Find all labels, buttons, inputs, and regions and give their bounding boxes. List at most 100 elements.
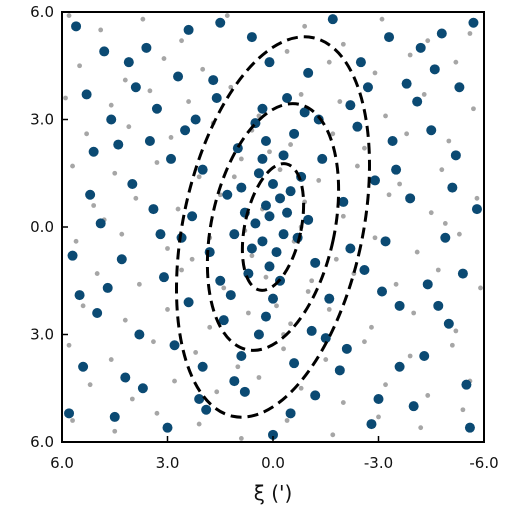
background-point-66 (372, 235, 378, 241)
background-point-9 (467, 31, 473, 36)
background-point-50 (133, 195, 139, 201)
background-point-40 (112, 170, 118, 176)
foreground-point-132 (197, 361, 208, 372)
background-point-116 (376, 414, 381, 420)
background-point-101 (172, 378, 177, 384)
background-point-54 (302, 199, 308, 205)
foreground-point-59 (246, 32, 257, 43)
background-point-83 (245, 310, 251, 316)
foreground-point-70 (141, 42, 152, 53)
foreground-point-8 (253, 168, 264, 179)
background-point-82 (207, 324, 213, 330)
foreground-point-130 (74, 290, 85, 301)
background-point-43 (238, 156, 244, 162)
background-point-20 (108, 102, 114, 108)
background-point-77 (435, 267, 441, 273)
background-point-106 (383, 382, 388, 388)
background-point-30 (126, 124, 132, 130)
background-point-119 (267, 149, 272, 155)
background-point-3 (179, 38, 184, 44)
foreground-point-83 (450, 150, 461, 161)
background-point-36 (362, 145, 367, 151)
foreground-point-32 (317, 153, 328, 164)
foreground-point-89 (461, 379, 472, 390)
background-point-84 (288, 321, 293, 327)
foreground-point-84 (92, 308, 103, 318)
foreground-point-133 (341, 343, 352, 354)
background-point-55 (340, 213, 346, 219)
background-point-11 (122, 77, 128, 83)
background-point-97 (407, 353, 413, 359)
background-point-65 (333, 256, 339, 262)
background-point-48 (439, 167, 445, 173)
background-point-112 (196, 421, 202, 427)
background-point-76 (393, 281, 399, 287)
foreground-point-31 (215, 275, 226, 286)
foreground-point-73 (422, 279, 433, 290)
foreground-point-87 (436, 28, 447, 39)
foreground-point-63 (394, 300, 405, 311)
foreground-point-80 (95, 218, 106, 229)
background-point-117 (418, 425, 424, 431)
foreground-point-27 (260, 311, 271, 322)
foreground-point-51 (369, 175, 380, 186)
foreground-point-128 (123, 57, 134, 68)
foreground-point-29 (222, 189, 233, 200)
background-point-93 (235, 364, 241, 370)
background-point-99 (87, 382, 93, 388)
foreground-point-104 (401, 78, 412, 89)
background-point-74 (305, 289, 311, 294)
foreground-point-4 (278, 229, 289, 240)
foreground-point-46 (359, 265, 370, 275)
background-point-60 (119, 231, 125, 237)
x-tick-label-2: 0.0 (261, 454, 285, 472)
background-point-39 (70, 163, 75, 169)
foreground-point-110 (454, 82, 465, 93)
y-tick-label-0: 6.0 (30, 3, 54, 21)
foreground-point-120 (85, 189, 96, 200)
background-point-100 (129, 396, 135, 402)
foreground-point-81 (440, 232, 451, 243)
foreground-point-60 (148, 204, 159, 215)
foreground-point-62 (151, 103, 162, 114)
contour-group (174, 35, 372, 419)
foreground-point-79 (327, 14, 338, 25)
foreground-point-77 (419, 351, 430, 361)
foreground-point-53 (334, 365, 345, 376)
y-tick-label-3: 3.0 (30, 326, 54, 344)
foreground-point-56 (380, 236, 391, 247)
foreground-point-112 (391, 164, 402, 175)
background-point-107 (425, 393, 431, 398)
foreground-point-109 (81, 89, 92, 100)
background-point-1 (98, 27, 104, 33)
foreground-point-100 (345, 100, 356, 111)
background-point-129 (189, 256, 195, 262)
foreground-point-41 (320, 333, 331, 344)
y-axis-ticks: 6.0 3.0 0.0 3.0 6.0 (30, 3, 68, 451)
background-point-109 (70, 418, 75, 423)
foreground-point-67 (405, 193, 416, 204)
foreground-point-95 (471, 204, 482, 215)
foreground-point-49 (264, 57, 275, 68)
background-point-12 (161, 56, 167, 61)
foreground-point-23 (289, 128, 300, 139)
foreground-point-91 (366, 419, 377, 430)
foreground-point-48 (303, 67, 314, 78)
background-point-35 (330, 131, 336, 137)
background-point-86 (369, 324, 374, 330)
background-point-73 (263, 274, 269, 280)
background-point-59 (73, 238, 79, 244)
background-point-24 (298, 92, 304, 97)
foreground-point-10 (264, 261, 275, 272)
foreground-point-108 (408, 401, 419, 412)
background-point-88 (453, 328, 459, 334)
foreground-point-115 (211, 93, 222, 103)
background-point-49 (91, 203, 97, 208)
background-point-87 (411, 310, 417, 316)
background-point-105 (340, 400, 346, 405)
foreground-point-21 (236, 182, 247, 193)
background-point-79 (80, 303, 86, 309)
foreground-point-126 (225, 290, 236, 301)
foreground-point-2 (257, 236, 268, 247)
foreground-point-86 (99, 46, 110, 57)
